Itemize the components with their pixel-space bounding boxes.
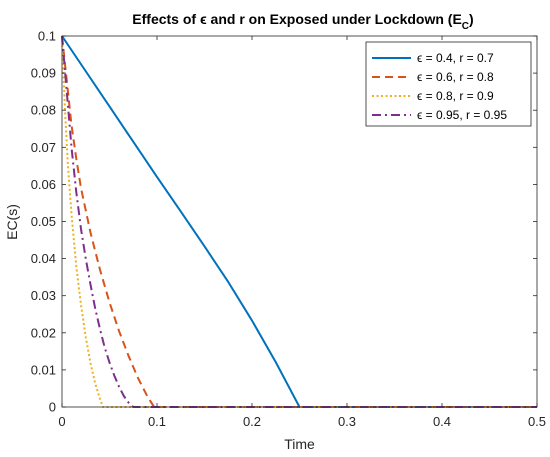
x-tick-label: 0.2 [243,414,261,429]
chart-title-main: Effects of ϵ and r on Exposed under Lock… [132,11,462,27]
y-axis-label: EC(s) [4,204,20,240]
x-tick-label: 0.1 [148,414,166,429]
legend-label-1: ϵ = 0.4, r = 0.7 [417,51,494,65]
legend-label-3: ϵ = 0.8, r = 0.9 [417,89,494,103]
x-tick-label: 0.5 [528,414,546,429]
chart-title: Effects of ϵ and r on Exposed under Lock… [132,11,473,32]
y-tick-label: 0.05 [31,214,56,229]
y-tick-label: 0.06 [31,177,56,192]
y-tick-label: 0.01 [31,362,56,377]
x-axis-label: Time [284,436,315,452]
y-tick-label: 0.04 [31,251,56,266]
y-tick-label: 0 [49,400,56,415]
series-line-3 [61,35,537,408]
legend-box [365,41,532,127]
series-line-4 [61,35,537,408]
x-tick-label: 0.3 [338,414,356,429]
y-tick-label: 0.09 [31,66,56,81]
y-tick-label: 0.02 [31,325,56,340]
chart-title-subscript: C [462,21,469,32]
x-tick-label: 0 [58,414,65,429]
y-tick-label: 0.1 [38,29,56,44]
y-tick-label: 0.08 [31,103,56,118]
legend-label-4: ϵ = 0.95, r = 0.95 [417,108,507,122]
chart-title-suffix: ) [469,11,474,27]
y-tick-label: 0.03 [31,288,56,303]
y-axis-ticks: 0 0.01 0.02 0.03 0.04 0.05 0.06 0.07 0.08 0.09 0.1 [31,29,537,415]
y-tick-label: 0.07 [31,140,56,155]
legend: ϵ = 0.4, r = 0.7 ϵ = 0.6, r = 0.8 ϵ = 0.8,… [365,41,532,127]
legend-label-2: ϵ = 0.6, r = 0.8 [417,70,494,84]
x-axis-ticks: 0 0.1 0.2 0.3 0.4 0.5 [58,36,546,429]
x-tick-label: 0.4 [433,414,451,429]
